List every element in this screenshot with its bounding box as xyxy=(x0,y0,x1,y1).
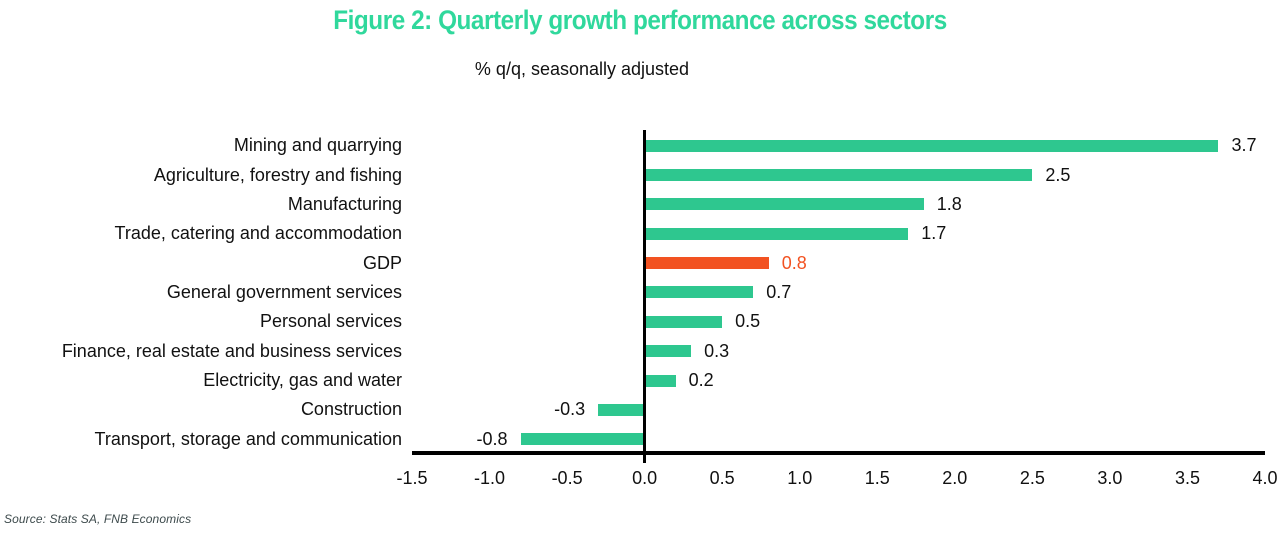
category-label: Construction xyxy=(300,399,402,420)
category-label: GDP xyxy=(362,252,402,273)
category-label: Manufacturing xyxy=(287,193,402,214)
bar xyxy=(644,345,692,358)
bar xyxy=(644,315,723,328)
bar xyxy=(520,433,645,446)
bar xyxy=(644,198,924,211)
category-label: General government services xyxy=(166,281,402,302)
bar xyxy=(644,169,1033,182)
x-axis-tick-label: 0.5 xyxy=(709,468,735,488)
x-axis-tick-label: 1.0 xyxy=(787,468,813,488)
zero-axis-line xyxy=(643,130,647,463)
figure-title: Figure 2: Quarterly growth performance a… xyxy=(333,5,947,35)
value-label: 3.7 xyxy=(1231,135,1257,156)
bar-highlight xyxy=(644,257,769,270)
x-axis-tick-label: 4.0 xyxy=(1252,468,1278,488)
figure-subtitle: % q/q, seasonally adjusted xyxy=(474,59,690,79)
category-label: Finance, real estate and business servic… xyxy=(61,340,402,361)
x-axis-tick-label: 3.5 xyxy=(1174,468,1200,488)
x-axis-tick-label: -1.5 xyxy=(396,468,428,488)
x-axis-tick-label: 3.0 xyxy=(1097,468,1123,488)
bar-row: Transport, storage and communication -0.8 xyxy=(0,425,1280,454)
x-axis-tick-label: -0.5 xyxy=(551,468,583,488)
value-label: 0.8 xyxy=(781,252,807,273)
x-axis-tick-label: 2.5 xyxy=(1019,468,1045,488)
bar-row: General government services 0.7 xyxy=(0,278,1280,307)
bar-row: Electricity, gas and water 0.2 xyxy=(0,366,1280,395)
category-label: Electricity, gas and water xyxy=(203,370,402,391)
x-axis-tick-label: -1.0 xyxy=(474,468,506,488)
bar xyxy=(644,374,676,387)
value-label: 1.7 xyxy=(921,223,947,244)
value-label: 0.2 xyxy=(688,370,714,391)
category-label: Agriculture, forestry and fishing xyxy=(153,164,402,185)
bar xyxy=(644,227,909,240)
bar xyxy=(644,286,754,299)
value-label: 0.7 xyxy=(766,281,792,302)
value-label: 2.5 xyxy=(1045,164,1071,185)
x-axis-tick-label: 1.5 xyxy=(864,468,890,488)
bar-row: Manufacturing 1.8 xyxy=(0,190,1280,219)
bar-row: Mining and quarrying 3.7 xyxy=(0,131,1280,160)
value-label: 1.8 xyxy=(936,193,962,214)
bar xyxy=(644,139,1219,152)
value-label: 0.3 xyxy=(704,340,730,361)
bar-row: Finance, real estate and business servic… xyxy=(0,337,1280,366)
bar-row: Agriculture, forestry and fishing 2.5 xyxy=(0,160,1280,189)
value-label: 0.5 xyxy=(735,311,761,332)
category-label: Trade, catering and accommodation xyxy=(114,223,403,244)
bar-row: Trade, catering and accommodation 1.7 xyxy=(0,219,1280,248)
bar xyxy=(598,403,645,416)
value-label: -0.3 xyxy=(554,399,586,420)
value-label: -0.8 xyxy=(476,428,508,449)
x-axis-tick-label: 2.0 xyxy=(942,468,968,488)
source-note: Source: Stats SA, FNB Economics xyxy=(4,512,192,526)
bar-row: Construction -0.3 xyxy=(0,395,1280,424)
x-axis-line xyxy=(412,451,1265,455)
category-label: Transport, storage and communication xyxy=(94,428,403,449)
category-label: Mining and quarrying xyxy=(233,135,402,156)
bar-row: GDP 0.8 xyxy=(0,248,1280,277)
x-axis-tick-label: 0.0 xyxy=(632,468,658,488)
category-label: Personal services xyxy=(259,311,402,332)
bar-row: Personal services 0.5 xyxy=(0,307,1280,336)
